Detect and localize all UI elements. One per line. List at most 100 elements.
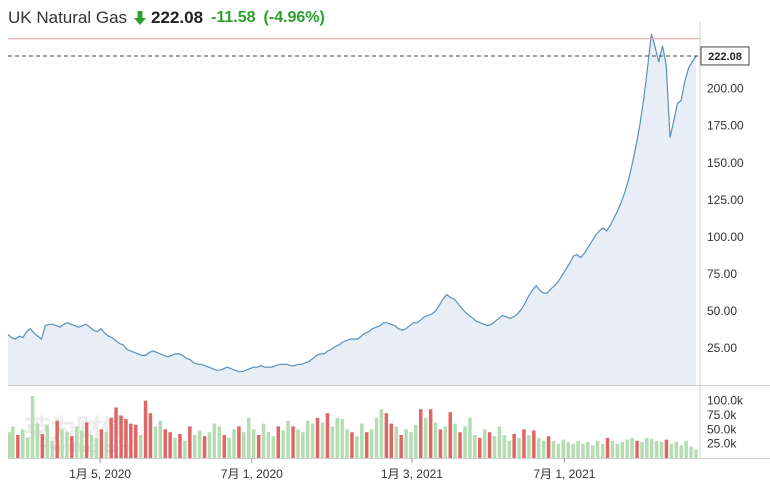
volume-bar bbox=[75, 426, 79, 458]
volume-bar bbox=[84, 422, 89, 458]
volume-bar bbox=[40, 433, 45, 458]
volume-bar bbox=[202, 436, 207, 458]
volume-bar bbox=[306, 420, 310, 458]
volume-bar bbox=[517, 437, 521, 458]
volume-bar bbox=[261, 423, 266, 458]
volume-bar bbox=[16, 435, 20, 458]
volume-bar bbox=[473, 435, 477, 458]
volume-bar bbox=[404, 429, 408, 458]
y-tick-label: 75.00 bbox=[707, 267, 737, 281]
volume-bar bbox=[458, 432, 462, 458]
x-tick-label: 7月 1, 2021 bbox=[533, 467, 595, 481]
volume-bar bbox=[256, 435, 261, 458]
volume-bar bbox=[79, 430, 84, 458]
volume-bar bbox=[581, 443, 585, 458]
volume-bar bbox=[650, 439, 654, 458]
y-tick-label: 175.00 bbox=[707, 119, 744, 133]
volume-bar bbox=[315, 417, 320, 458]
volume-bar bbox=[492, 436, 497, 458]
volume-bar bbox=[438, 429, 443, 458]
volume-bar bbox=[291, 426, 295, 458]
volume-bar bbox=[689, 446, 693, 458]
price-change: -11.58 bbox=[211, 9, 256, 26]
volume-bar bbox=[551, 440, 556, 458]
volume-bar bbox=[468, 417, 472, 458]
volume-bar bbox=[134, 424, 138, 458]
volume-bar bbox=[21, 429, 25, 458]
volume-bar bbox=[8, 432, 12, 458]
volume-bar bbox=[654, 440, 659, 458]
volume-bar bbox=[463, 426, 467, 458]
y-tick-label: 150.00 bbox=[707, 156, 744, 170]
volume-bar bbox=[276, 426, 280, 458]
volume-bar bbox=[669, 443, 674, 458]
volume-bar bbox=[178, 433, 182, 458]
volume-bar bbox=[497, 426, 502, 458]
volume-bar bbox=[625, 439, 629, 458]
volume-bar bbox=[281, 430, 285, 458]
volume-bar bbox=[129, 423, 133, 458]
volume-bar bbox=[163, 429, 167, 458]
volume-bar bbox=[419, 409, 423, 458]
volume-bar bbox=[605, 437, 610, 458]
volume-bar bbox=[522, 429, 526, 458]
volume-bar bbox=[173, 437, 177, 458]
volume-bar bbox=[104, 432, 108, 458]
volume-bar bbox=[340, 419, 344, 458]
volume-bar bbox=[109, 417, 113, 458]
volume-tick-label: 50.0k bbox=[707, 422, 737, 436]
current-price-badge bbox=[700, 46, 750, 66]
volume-tick-label: 75.0k bbox=[707, 408, 737, 422]
volume-bar bbox=[409, 432, 413, 458]
volume-bar bbox=[586, 441, 590, 458]
volume-bar bbox=[512, 433, 516, 458]
volume-bar bbox=[143, 400, 148, 458]
volume-bar bbox=[635, 440, 639, 458]
volume-bar bbox=[482, 429, 487, 458]
volume-bar bbox=[423, 417, 428, 458]
current-price-label: 222.08 bbox=[708, 51, 742, 63]
volume-bar bbox=[664, 439, 669, 458]
volume-bar bbox=[158, 420, 163, 458]
volume-bar bbox=[330, 426, 335, 458]
volume-bar bbox=[222, 435, 226, 458]
volume-bar bbox=[571, 443, 575, 458]
volume-bar bbox=[600, 443, 605, 458]
volume-bar bbox=[620, 441, 624, 458]
x-tick-label: 7月 1, 2020 bbox=[221, 467, 283, 481]
volume-bar bbox=[251, 429, 256, 458]
volume-bar bbox=[119, 415, 123, 458]
volume-bar bbox=[138, 435, 143, 458]
volume-bar bbox=[30, 396, 35, 458]
volume-bar bbox=[168, 432, 172, 458]
price-change-percent: (-4.96%) bbox=[263, 9, 325, 26]
volume-bar bbox=[286, 420, 290, 458]
volume-bar bbox=[45, 424, 49, 458]
volume-bar bbox=[345, 429, 349, 458]
volume-bar bbox=[25, 437, 30, 458]
y-tick-label: 125.00 bbox=[707, 193, 744, 207]
volume-bar bbox=[433, 422, 438, 458]
volume-bar bbox=[197, 430, 202, 458]
volume-bar bbox=[487, 432, 492, 458]
volume-bar bbox=[360, 423, 364, 458]
volume-bar bbox=[35, 423, 40, 458]
volume-bar bbox=[335, 417, 339, 458]
volume-bar bbox=[320, 422, 325, 458]
volume-bar bbox=[645, 437, 649, 458]
volume-bar bbox=[478, 437, 482, 458]
volume-bar bbox=[99, 429, 104, 458]
volume-bar bbox=[124, 419, 128, 458]
volume-bar bbox=[615, 443, 620, 458]
volume-bar bbox=[266, 432, 271, 458]
volume-bar bbox=[212, 423, 217, 458]
volume-bar bbox=[595, 440, 600, 458]
volume-bar bbox=[448, 412, 452, 458]
volume-bar bbox=[394, 426, 398, 458]
arrow-down-icon bbox=[134, 11, 147, 25]
volume-bar bbox=[556, 443, 561, 458]
instrument-title: UK Natural Gas bbox=[8, 8, 128, 27]
volume-bar bbox=[443, 426, 448, 458]
